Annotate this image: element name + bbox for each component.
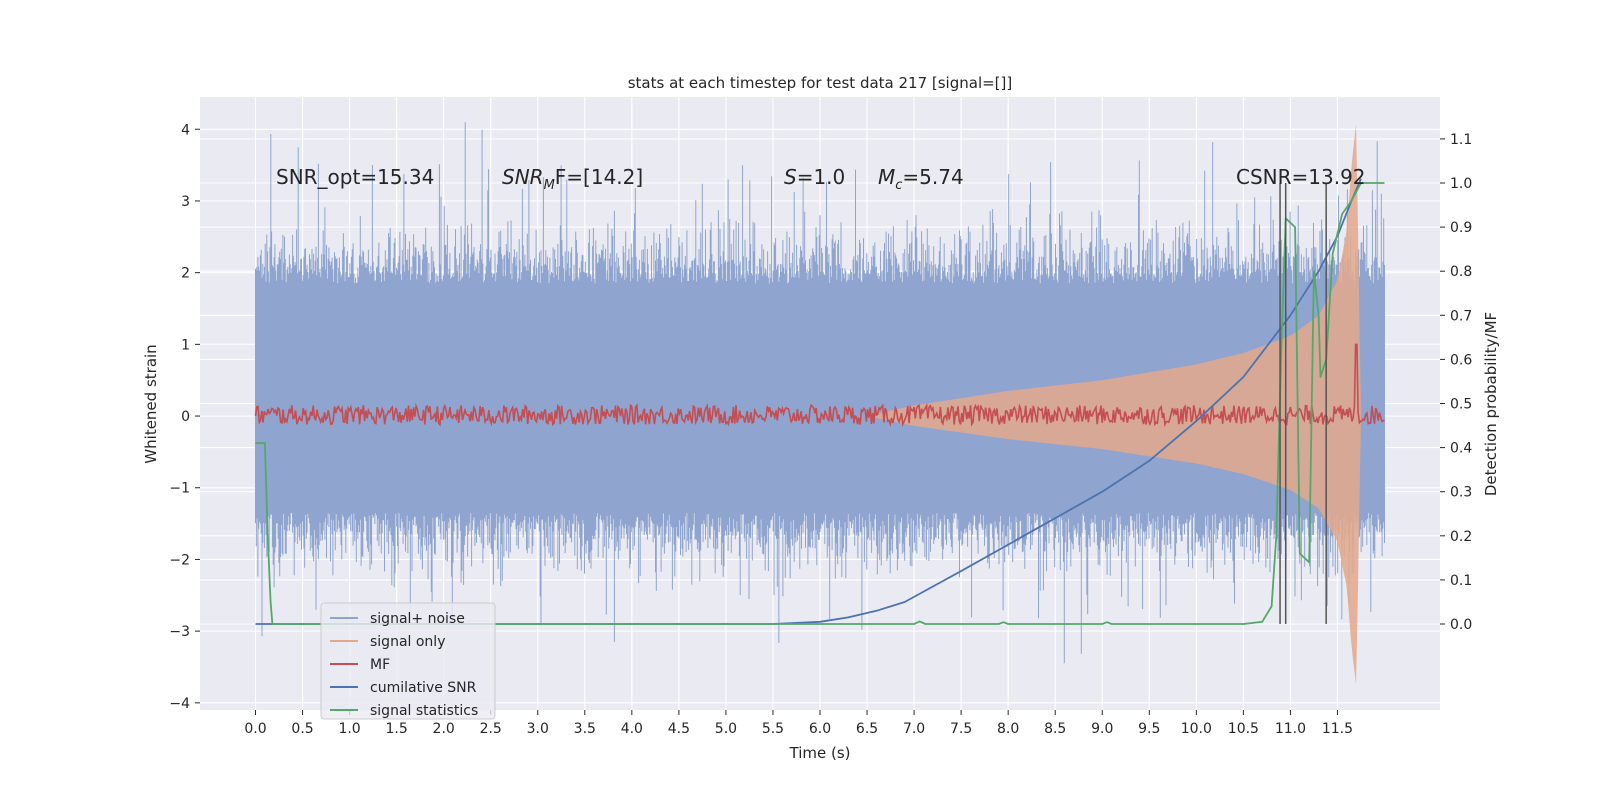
x-axis-label: Time (s) <box>789 744 851 762</box>
y-right-tick-label: 0.2 <box>1450 529 1472 545</box>
series-mf <box>254 343 1385 428</box>
x-tick-label: 11.5 <box>1322 721 1353 737</box>
x-tick-label: 1.0 <box>338 721 360 737</box>
y-left-tick-label: 4 <box>181 122 190 138</box>
annotation-mc-rest: =5.74 <box>902 165 963 189</box>
x-tick-label: 1.5 <box>385 721 407 737</box>
legend: signal+ noise signal only MF cumilative SNR… <box>320 602 496 720</box>
x-tick-label: 6.0 <box>809 721 831 737</box>
x-tick-label: 0.5 <box>291 721 313 737</box>
y-left-tick-label: −1 <box>169 481 190 497</box>
vertical-lines <box>1279 182 1327 625</box>
x-tick-label: 4.5 <box>668 721 690 737</box>
annotation-snr-mf: SNRMF=[14.2] <box>502 165 643 193</box>
legend-label: signal only <box>370 634 445 650</box>
series-cumulative-snr <box>255 178 1362 625</box>
x-tick-label: 7.5 <box>950 721 972 737</box>
series-layer <box>254 122 1385 685</box>
annotation-snr-mf-main: SNR <box>502 165 544 189</box>
annotation-mc-sub: c <box>895 178 902 193</box>
y-left-tick-label: 0 <box>181 409 190 425</box>
y-right-tick-label: 0.4 <box>1450 441 1472 457</box>
y-left-tick-label: 2 <box>181 266 190 282</box>
x-tick-label: 7.0 <box>903 721 925 737</box>
y-right-tick-label: 1.0 <box>1450 176 1472 192</box>
legend-label: signal statistics <box>370 703 478 719</box>
y-right-tick-label: 0.0 <box>1450 617 1472 633</box>
x-tick-label: 8.0 <box>997 721 1019 737</box>
annotation-mc: Mc=5.74 <box>878 165 964 193</box>
annotation-snr-mf-sub: M <box>544 178 555 193</box>
x-tick-label: 4.0 <box>621 721 643 737</box>
y-right-tick-label: 0.8 <box>1450 264 1472 280</box>
annotation-csnr: CSNR=13.92 <box>1236 165 1366 189</box>
series-signal-only <box>867 124 1361 685</box>
x-ticks: 0.0 0.5 1.0 1.5 2.0 2.5 3.0 3.5 4.0 4.5 5.0 5.5 6.0 6… <box>244 710 1353 737</box>
legend-label: MF <box>370 657 390 673</box>
y-right-tick-label: 0.6 <box>1450 352 1472 368</box>
y-left-tick-label: −3 <box>169 624 190 640</box>
x-tick-label: 3.0 <box>527 721 549 737</box>
y-right-tick-label: 0.7 <box>1450 308 1472 324</box>
chart-title: stats at each timestep for test data 217… <box>628 74 1013 92</box>
y-left-axis-label: Whitened strain <box>142 344 160 463</box>
x-tick-label: 6.5 <box>856 721 878 737</box>
x-tick-label: 9.5 <box>1138 721 1160 737</box>
x-tick-label: 2.5 <box>480 721 502 737</box>
annotation-s: S=1.0 <box>784 165 845 189</box>
annotation-snr-mf-rest: F=[14.2] <box>555 165 643 189</box>
annotation-s-rest: =1.0 <box>797 165 846 189</box>
x-tick-label: 5.0 <box>715 721 737 737</box>
y-right-tick-label: 0.3 <box>1450 485 1472 501</box>
y-right-ticks: 0.0 0.1 0.2 0.3 0.4 0.5 0.6 0.7 0.8 0.9 1.0 1.1 <box>1440 132 1472 633</box>
x-tick-label: 10.5 <box>1228 721 1259 737</box>
y-right-tick-label: 0.1 <box>1450 573 1472 589</box>
y-right-tick-label: 1.1 <box>1450 132 1472 148</box>
y-left-tick-label: −4 <box>169 696 190 712</box>
series-signal-statistics <box>255 182 1385 625</box>
y-left-tick-label: 1 <box>181 337 190 353</box>
x-tick-label: 8.5 <box>1044 721 1066 737</box>
x-tick-label: 10.0 <box>1181 721 1212 737</box>
annotation-s-main: S <box>784 165 797 189</box>
annotation-mc-main: M <box>878 165 895 189</box>
y-right-tick-label: 0.5 <box>1450 397 1472 413</box>
x-tick-label: 9.0 <box>1091 721 1113 737</box>
legend-label: cumilative SNR <box>370 680 477 696</box>
x-tick-label: 2.0 <box>433 721 455 737</box>
y-left-ticks: −4 −3 −2 −1 0 1 2 3 4 <box>169 122 200 712</box>
x-tick-label: 5.5 <box>762 721 784 737</box>
y-left-tick-label: 3 <box>181 194 190 210</box>
y-right-axis-label: Detection probability/MF <box>1482 312 1500 496</box>
x-tick-label: 0.0 <box>244 721 266 737</box>
y-left-tick-label: −2 <box>169 552 190 568</box>
annotation-snr-opt: SNR_opt=15.34 <box>276 165 434 189</box>
x-tick-label: 3.5 <box>574 721 596 737</box>
legend-label: signal+ noise <box>370 611 465 627</box>
legend-box <box>320 602 496 720</box>
y-right-tick-label: 0.9 <box>1450 220 1472 236</box>
x-tick-label: 11.0 <box>1275 721 1306 737</box>
